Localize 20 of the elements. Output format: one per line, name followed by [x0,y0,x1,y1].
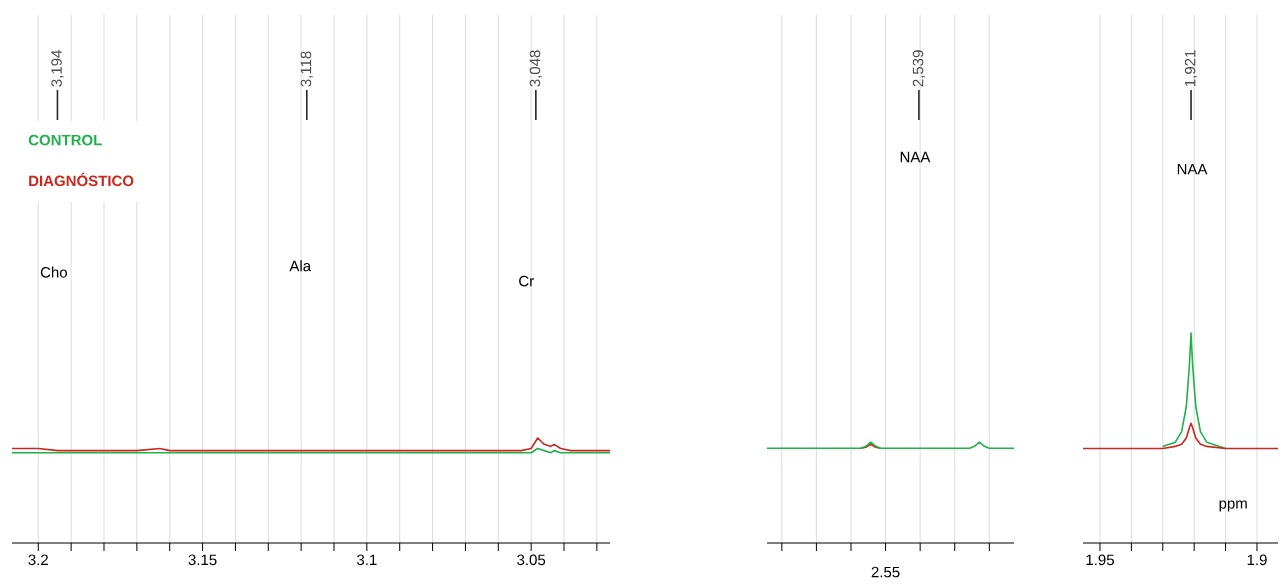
x-tick-label: 1.9 [1247,554,1267,566]
text: Cr [519,275,534,287]
text: 3,118 [300,51,314,87]
x-tick-label: 3.15 [188,554,217,566]
x-axis-title: ppm [1219,500,1247,512]
text: Ala [289,260,312,272]
x-tick-label: 3.2 [28,554,48,566]
x-tick-label: 3.1 [357,554,377,566]
text: 3,048 [529,50,543,87]
text: 1,921 [1184,50,1198,87]
text: CONTROL [28,134,102,146]
text: DIAGNÓSTICO [29,172,134,187]
text: 3,194 [51,50,64,87]
text: 2.55 [871,566,900,578]
text: NAA [1177,164,1208,175]
x-tick-label: 3.05 [517,554,546,566]
text: Cho [40,266,67,278]
text: NAA [900,151,931,163]
text: 2,539 [912,50,926,87]
x-tick-label: 1.95 [1086,554,1114,566]
